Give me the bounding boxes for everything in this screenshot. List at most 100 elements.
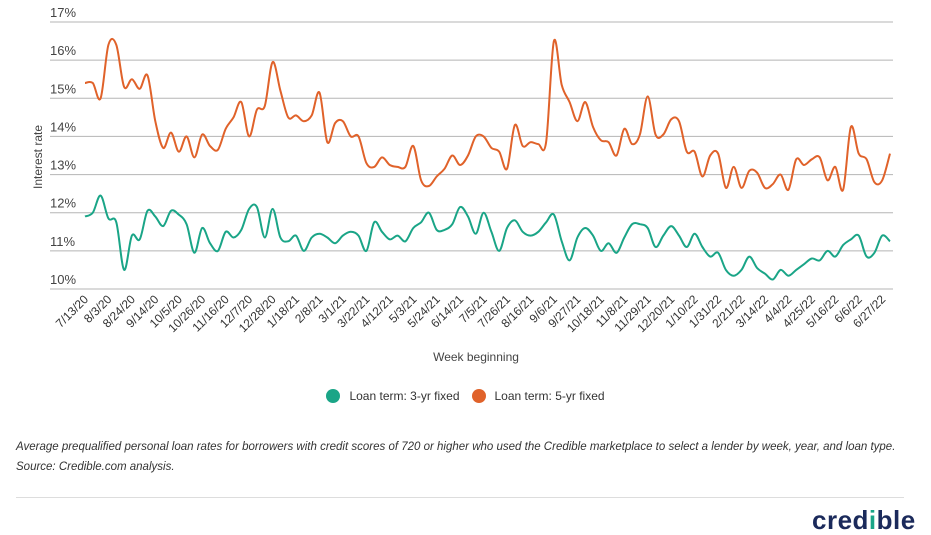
- point-5yr-96: [833, 165, 837, 169]
- point-5yr-38: [380, 155, 384, 159]
- credible-logo[interactable]: credible: [812, 505, 916, 535]
- point-5yr-23: [263, 104, 267, 108]
- point-5yr-95: [826, 178, 830, 182]
- point-3yr-36: [364, 249, 368, 253]
- point-5yr-103: [888, 152, 892, 156]
- point-5yr-10: [161, 146, 165, 150]
- point-5yr-99: [857, 152, 861, 156]
- point-3yr-15: [200, 226, 204, 230]
- point-3yr-3: [106, 216, 110, 220]
- point-5yr-67: [607, 140, 611, 144]
- point-5yr-3: [106, 43, 110, 47]
- point-5yr-33: [341, 119, 345, 123]
- point-5yr-37: [372, 165, 376, 169]
- point-3yr-86: [755, 266, 759, 270]
- legend-label-3yr: Loan term: 3-yr fixed: [349, 389, 460, 403]
- point-5yr-24: [271, 60, 275, 64]
- legend-dot-3yr-icon: [326, 389, 341, 403]
- point-3yr-45: [435, 228, 439, 232]
- point-5yr-22: [255, 108, 259, 112]
- point-5yr-75: [669, 117, 673, 121]
- point-3yr-50: [474, 232, 478, 236]
- point-3yr-46: [443, 228, 447, 232]
- point-3yr-44: [427, 211, 431, 215]
- point-3yr-1: [91, 211, 95, 215]
- legend-item-3yr[interactable]: Loan term: 3-yr fixed: [326, 389, 460, 403]
- point-5yr-13: [185, 134, 189, 138]
- logo-dot-letter: i: [868, 505, 877, 535]
- point-3yr-64: [583, 226, 587, 230]
- point-3yr-74: [661, 234, 665, 238]
- point-3yr-88: [771, 278, 775, 282]
- point-3yr-60: [552, 213, 556, 217]
- point-3yr-79: [700, 245, 704, 249]
- point-3yr-40: [396, 234, 400, 238]
- point-5yr-52: [489, 146, 493, 150]
- point-3yr-19: [232, 236, 236, 240]
- point-3yr-100: [865, 255, 869, 259]
- y-axis-label: Interest rate: [31, 125, 45, 189]
- point-3yr-51: [482, 211, 486, 215]
- point-3yr-55: [513, 218, 517, 222]
- point-5yr-28: [302, 119, 306, 123]
- point-3yr-70: [630, 222, 634, 226]
- point-5yr-48: [458, 163, 462, 167]
- point-5yr-70: [630, 142, 634, 146]
- point-5yr-0: [83, 81, 87, 85]
- gridlines: [50, 21, 893, 290]
- point-3yr-13: [185, 222, 189, 226]
- point-3yr-16: [208, 241, 212, 245]
- legend: Loan term: 3-yr fixed Loan term: 5-yr fi…: [0, 389, 931, 403]
- point-3yr-68: [615, 251, 619, 255]
- point-3yr-31: [325, 236, 329, 240]
- logo-text-start: cred: [812, 505, 869, 535]
- point-3yr-65: [591, 234, 595, 238]
- point-5yr-89: [779, 173, 783, 177]
- point-3yr-75: [669, 224, 673, 228]
- point-5yr-91: [794, 157, 798, 161]
- x-axis-label: Week beginning: [433, 350, 519, 364]
- point-5yr-76: [677, 119, 681, 123]
- point-5yr-46: [443, 167, 447, 171]
- point-3yr-85: [747, 255, 751, 259]
- point-3yr-12: [177, 213, 181, 217]
- point-5yr-66: [599, 138, 603, 142]
- point-5yr-42: [411, 144, 415, 148]
- point-3yr-18: [224, 230, 228, 234]
- series-line-5yr-fixed[interactable]: [84, 37, 891, 192]
- point-5yr-71: [638, 133, 642, 137]
- series-lines: [83, 37, 892, 282]
- point-3yr-4: [114, 220, 118, 224]
- point-5yr-47: [450, 154, 454, 158]
- point-3yr-8: [146, 209, 150, 213]
- point-3yr-28: [302, 249, 306, 253]
- point-5yr-29: [310, 113, 314, 117]
- point-5yr-90: [786, 188, 790, 192]
- point-3yr-52: [489, 230, 493, 234]
- point-5yr-101: [872, 180, 876, 184]
- point-3yr-97: [841, 243, 845, 247]
- point-3yr-89: [779, 268, 783, 272]
- point-3yr-33: [341, 234, 345, 238]
- point-3yr-37: [372, 220, 376, 224]
- point-3yr-25: [278, 236, 282, 240]
- point-5yr-45: [435, 175, 439, 179]
- point-3yr-56: [521, 230, 525, 234]
- series-line-3yr-fixed[interactable]: [84, 194, 891, 281]
- point-3yr-103: [888, 239, 892, 243]
- point-5yr-78: [693, 150, 697, 154]
- point-3yr-87: [763, 272, 767, 276]
- point-3yr-69: [622, 236, 626, 240]
- point-3yr-76: [677, 234, 681, 238]
- point-5yr-72: [646, 94, 650, 98]
- point-3yr-34: [349, 230, 353, 234]
- point-5yr-88: [771, 182, 775, 186]
- point-5yr-79: [700, 175, 704, 179]
- point-3yr-38: [380, 230, 384, 234]
- legend-item-5yr[interactable]: Loan term: 5-yr fixed: [471, 389, 605, 403]
- point-3yr-11: [169, 209, 173, 213]
- point-3yr-6: [130, 234, 134, 238]
- point-5yr-77: [685, 150, 689, 154]
- point-5yr-31: [325, 140, 329, 144]
- point-5yr-41: [403, 165, 407, 169]
